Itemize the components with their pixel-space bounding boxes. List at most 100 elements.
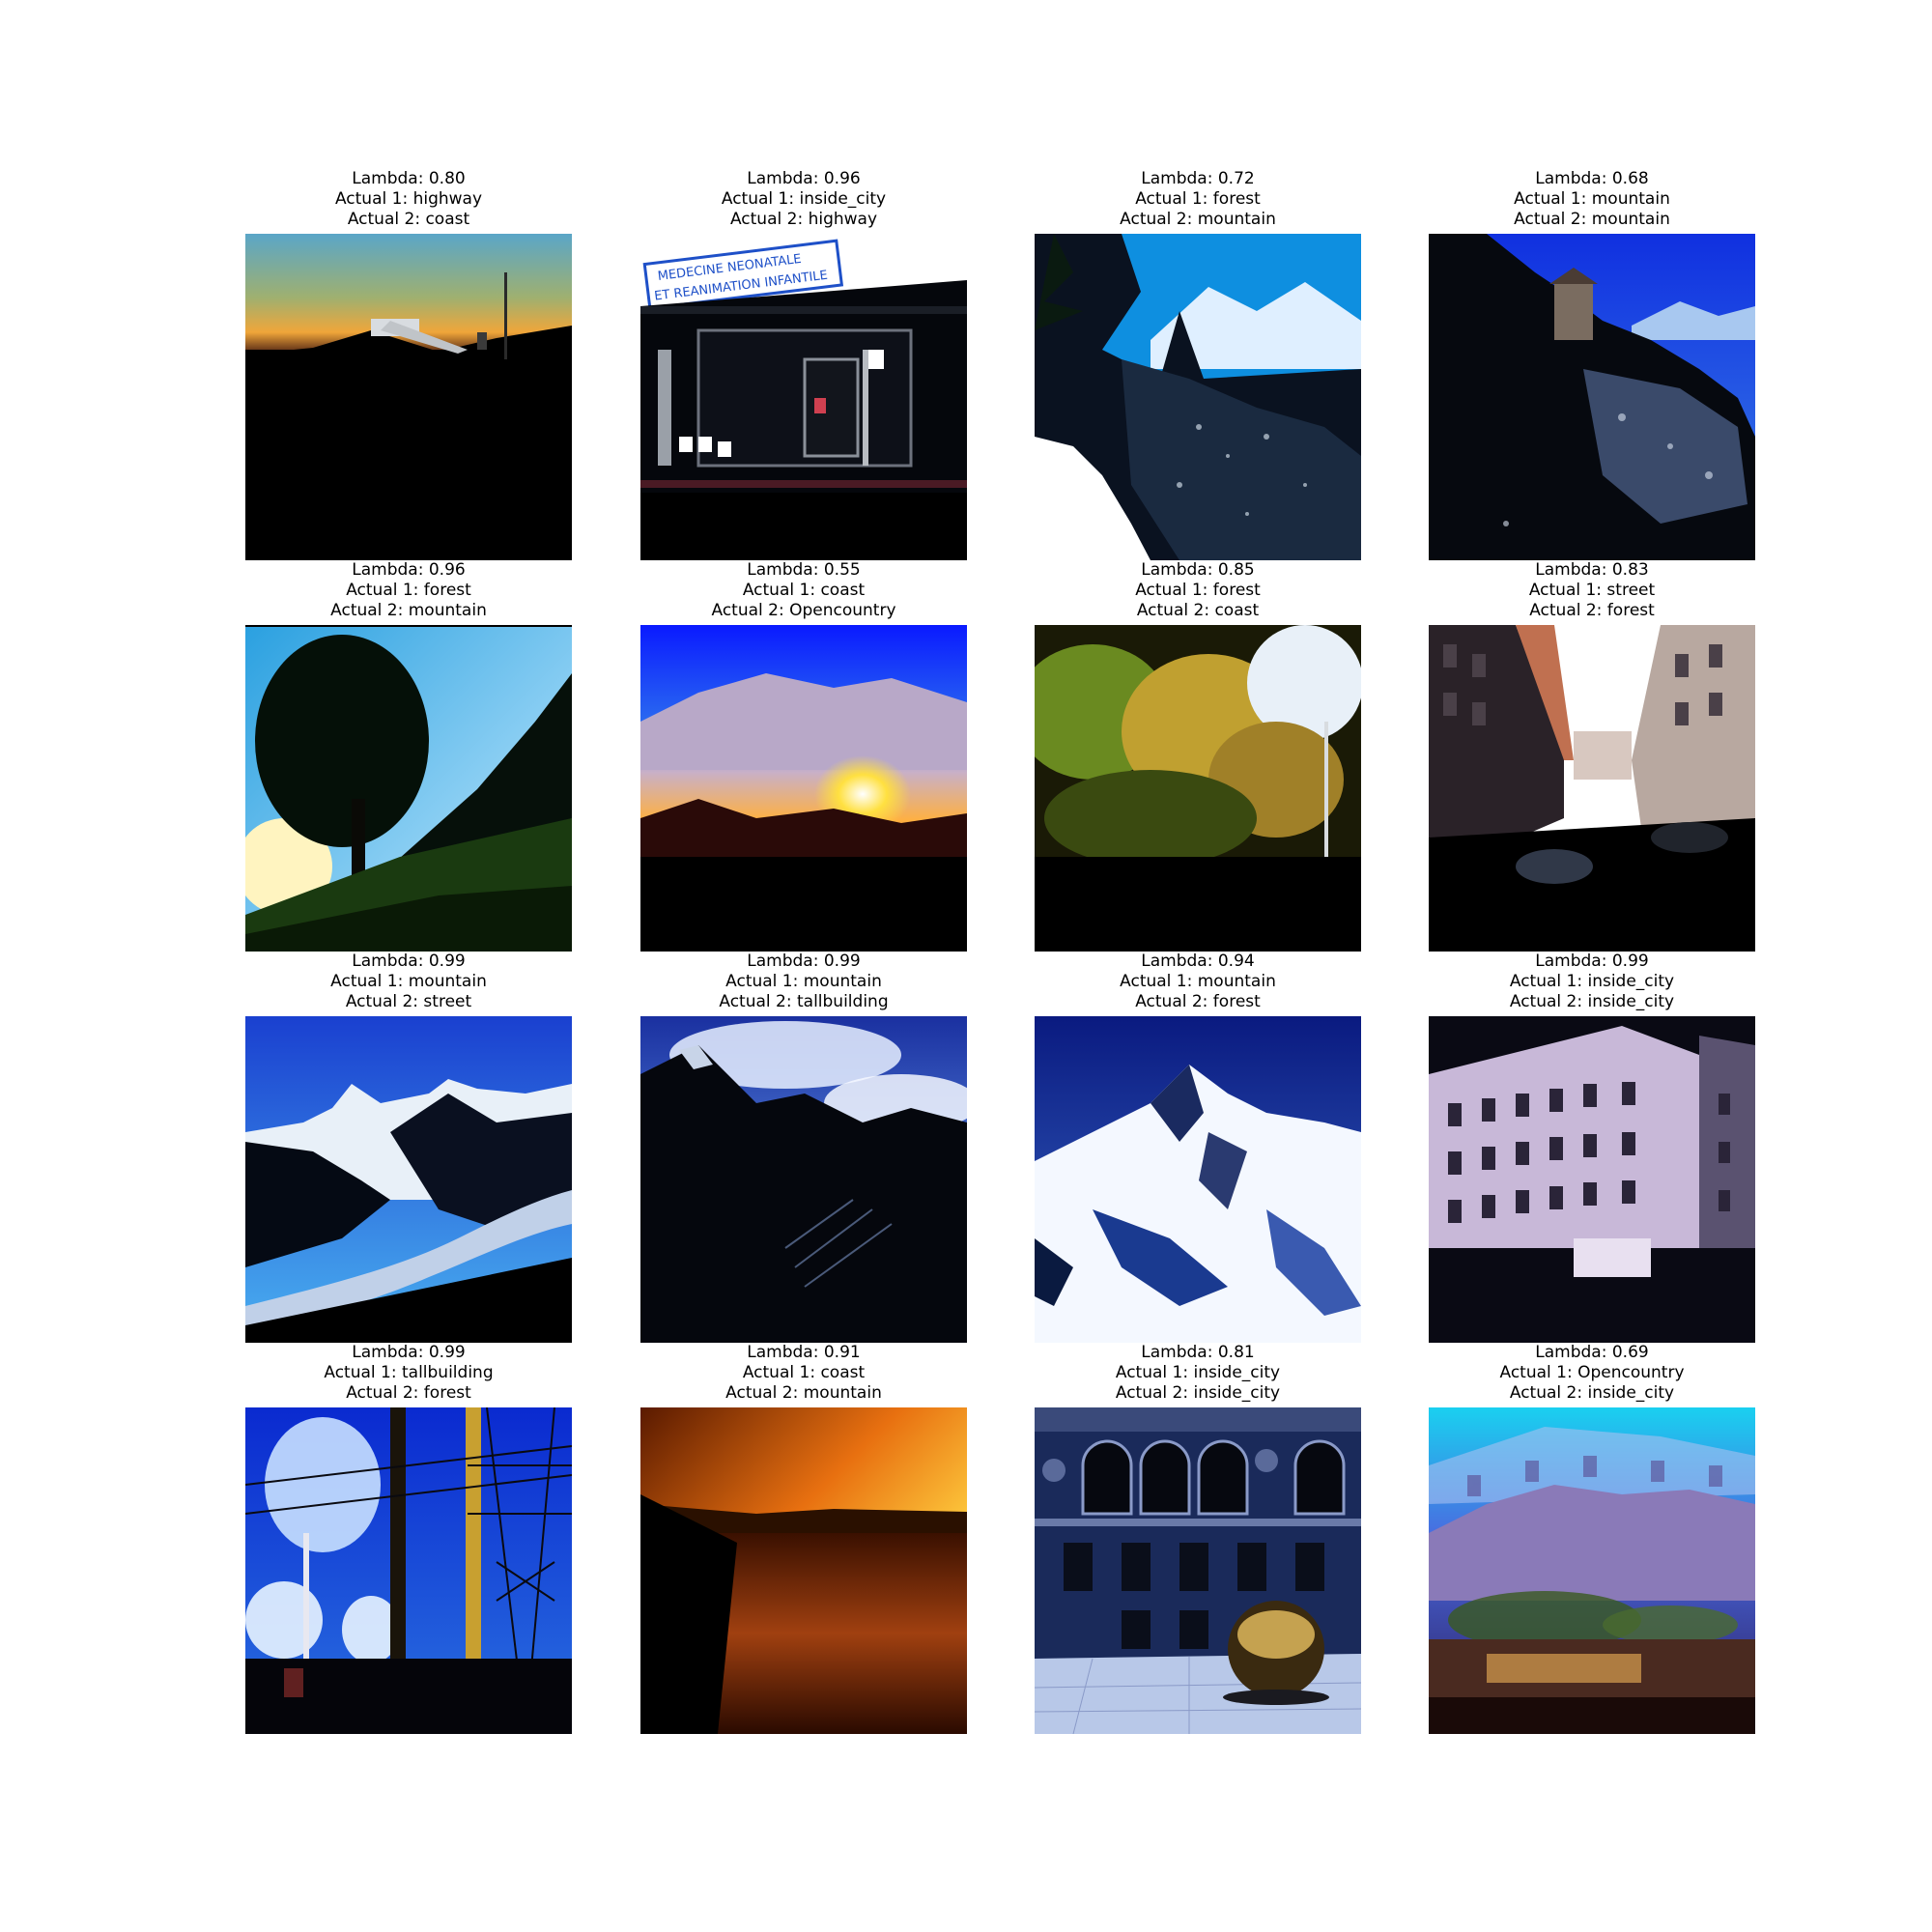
panel-caption: Lambda: 0.81 Actual 1: inside_city Actua… — [1006, 1343, 1390, 1404]
actual-1-label: Actual 1: tallbuilding — [324, 1363, 494, 1382]
panel-5: Lambda: 0.96 Actual 1: forest Actual 2: … — [245, 560, 572, 952]
snowy-peak-image — [1035, 1016, 1361, 1343]
actual-2-label: Actual 2: street — [345, 992, 472, 1011]
cliff-castle-image — [1429, 234, 1755, 560]
paris-street-image — [1429, 625, 1755, 952]
panel-7: Lambda: 0.85 Actual 1: forest Actual 2: … — [1035, 560, 1361, 952]
panel-8: Lambda: 0.83 Actual 1: street Actual 2: … — [1429, 560, 1755, 952]
actual-1-label: Actual 1: coast — [742, 581, 866, 600]
actual-2-label: Actual 2: mountain — [1120, 210, 1276, 229]
panel-15: Lambda: 0.81 Actual 1: inside_city Actua… — [1035, 1343, 1361, 1734]
actual-2-label: Actual 2: coast — [1136, 601, 1260, 620]
actual-2-label: Actual 2: forest — [1529, 601, 1655, 620]
panel-image — [245, 625, 572, 952]
actual-1-label: Actual 1: Opencountry — [1499, 1363, 1685, 1382]
lambda-label: Lambda: 0.99 — [1535, 952, 1649, 971]
lambda-label: Lambda: 0.99 — [352, 952, 466, 971]
panel-caption: Lambda: 0.94 Actual 1: mountain Actual 2… — [1006, 952, 1390, 1012]
lambda-label: Lambda: 0.72 — [1141, 169, 1255, 188]
panel-caption: Lambda: 0.69 Actual 1: Opencountry Actua… — [1400, 1343, 1784, 1404]
actual-1-label: Actual 1: inside_city — [721, 189, 887, 209]
panel-image — [1035, 1016, 1361, 1343]
hospital-entrance-image: MEDECINE NEONATALE ET REANIMATION INFANT… — [640, 234, 967, 560]
palazzo-sphere-image — [1035, 1407, 1361, 1734]
actual-2-label: Actual 2: inside_city — [1509, 992, 1675, 1011]
actual-2-label: Actual 2: inside_city — [1509, 1383, 1675, 1403]
actual-2-label: Actual 2: Opencountry — [711, 601, 896, 620]
panel-caption: Lambda: 0.99 Actual 1: mountain Actual 2… — [216, 952, 601, 1012]
panel-image — [1429, 1016, 1755, 1343]
lambda-label: Lambda: 0.94 — [1141, 952, 1255, 971]
actual-1-label: Actual 1: forest — [1135, 581, 1261, 600]
actual-1-label: Actual 1: coast — [742, 1363, 866, 1382]
panel-image — [1035, 234, 1361, 560]
actual-1-label: Actual 1: inside_city — [1509, 972, 1675, 991]
lambda-label: Lambda: 0.85 — [1141, 560, 1255, 580]
actual-2-label: Actual 2: mountain — [330, 601, 487, 620]
actual-1-label: Actual 1: forest — [346, 581, 471, 600]
panel-image — [1035, 1407, 1361, 1734]
actual-1-label: Actual 1: forest — [1135, 189, 1261, 209]
lambda-label: Lambda: 0.55 — [747, 560, 861, 580]
panel-11: Lambda: 0.94 Actual 1: mountain Actual 2… — [1035, 952, 1361, 1343]
panel-image — [245, 1016, 572, 1343]
panel-image — [1429, 234, 1755, 560]
dark-mountain-image — [640, 1016, 967, 1343]
panel-image: MEDECINE NEONATALE ET REANIMATION INFANT… — [640, 234, 967, 560]
panel-image — [1429, 1407, 1755, 1734]
desert-sunset-image — [640, 625, 967, 952]
panel-image — [640, 625, 967, 952]
panel-9: Lambda: 0.99 Actual 1: mountain Actual 2… — [245, 952, 572, 1343]
panel-caption: Lambda: 0.91 Actual 1: coast Actual 2: m… — [611, 1343, 996, 1404]
blended-country-city-image — [1429, 1407, 1755, 1734]
panel-12: Lambda: 0.99 Actual 1: inside_city Actua… — [1429, 952, 1755, 1343]
panel-13: Lambda: 0.99 Actual 1: tallbuilding Actu… — [245, 1343, 572, 1734]
lambda-label: Lambda: 0.69 — [1535, 1343, 1649, 1362]
panel-image — [245, 1407, 572, 1734]
panel-image — [245, 234, 572, 560]
panel-caption: Lambda: 0.96 Actual 1: inside_city Actua… — [611, 169, 996, 230]
panel-caption: Lambda: 0.80 Actual 1: highway Actual 2:… — [216, 169, 601, 230]
panel-caption: Lambda: 0.85 Actual 1: forest Actual 2: … — [1006, 560, 1390, 621]
actual-2-label: Actual 2: tallbuilding — [719, 992, 889, 1011]
panel-10: Lambda: 0.99 Actual 1: mountain Actual 2… — [640, 952, 967, 1343]
tree-hillside-image — [245, 625, 572, 952]
highway-dusk-image — [245, 234, 572, 560]
lambda-label: Lambda: 0.81 — [1141, 1343, 1255, 1362]
actual-2-label: Actual 2: forest — [346, 1383, 471, 1403]
lambda-label: Lambda: 0.99 — [352, 1343, 466, 1362]
panel-image — [640, 1016, 967, 1343]
actual-1-label: Actual 1: street — [1528, 581, 1656, 600]
panel-caption: Lambda: 0.83 Actual 1: street Actual 2: … — [1400, 560, 1784, 621]
city-building-image — [1429, 1016, 1755, 1343]
actual-2-label: Actual 2: inside_city — [1115, 1383, 1281, 1403]
actual-1-label: Actual 1: inside_city — [1115, 1363, 1281, 1382]
autumn-forest-image — [1035, 625, 1361, 952]
panel-4: Lambda: 0.68 Actual 1: mountain Actual 2… — [1429, 169, 1755, 560]
panel-3: Lambda: 0.72 Actual 1: forest Actual 2: … — [1035, 169, 1361, 560]
panel-1: Lambda: 0.80 Actual 1: highway Actual 2:… — [245, 169, 572, 560]
panel-image — [640, 1407, 967, 1734]
actual-1-label: Actual 1: mountain — [1120, 972, 1276, 991]
panel-caption: Lambda: 0.55 Actual 1: coast Actual 2: O… — [611, 560, 996, 621]
lambda-label: Lambda: 0.96 — [747, 169, 861, 188]
lambda-label: Lambda: 0.99 — [747, 952, 861, 971]
actual-2-label: Actual 2: mountain — [725, 1383, 882, 1403]
panel-14: Lambda: 0.91 Actual 1: coast Actual 2: m… — [640, 1343, 967, 1734]
coast-sunset-image — [640, 1407, 967, 1734]
glacier-valley-image — [245, 1016, 572, 1343]
panel-caption: Lambda: 0.99 Actual 1: inside_city Actua… — [1400, 952, 1784, 1012]
actual-2-label: Actual 2: coast — [347, 210, 470, 229]
panel-caption: Lambda: 0.68 Actual 1: mountain Actual 2… — [1400, 169, 1784, 230]
forest-mountain-image — [1035, 234, 1361, 560]
panel-image — [1035, 625, 1361, 952]
panel-16: Lambda: 0.69 Actual 1: Opencountry Actua… — [1429, 1343, 1755, 1734]
actual-1-label: Actual 1: mountain — [725, 972, 882, 991]
lambda-label: Lambda: 0.68 — [1535, 169, 1649, 188]
actual-2-label: Actual 2: highway — [729, 210, 878, 229]
actual-2-label: Actual 2: mountain — [1514, 210, 1670, 229]
panel-2: Lambda: 0.96 Actual 1: inside_city Actua… — [640, 169, 967, 560]
panel-caption: Lambda: 0.99 Actual 1: mountain Actual 2… — [611, 952, 996, 1012]
panel-caption: Lambda: 0.96 Actual 1: forest Actual 2: … — [216, 560, 601, 621]
